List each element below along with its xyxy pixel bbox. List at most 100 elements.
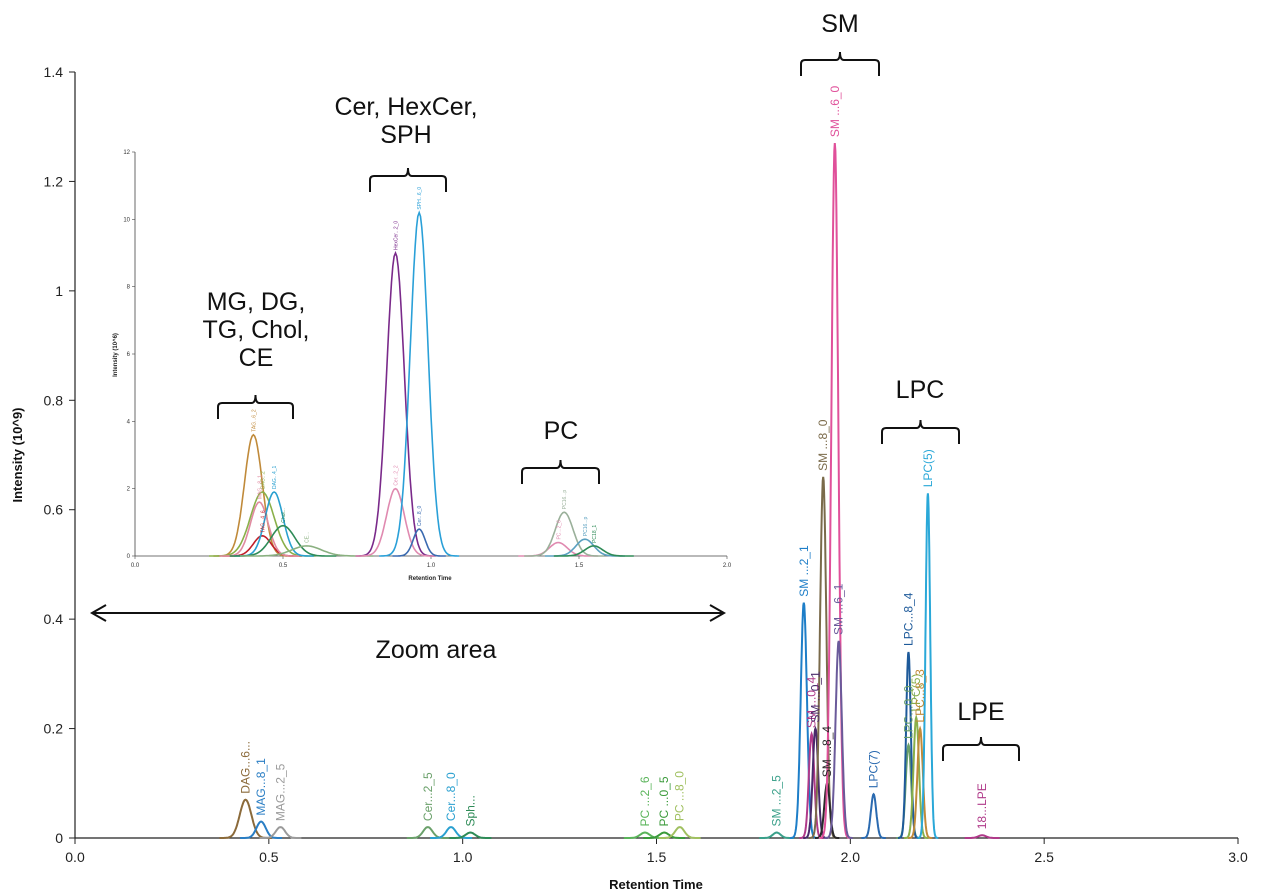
peak-curve [824, 640, 853, 839]
inset-axes: 0.0 0.5 1.0 1.5 2.0 0 2 4 6 8 10 12 [123, 150, 732, 569]
peak-label: SM ...2_5 [770, 775, 784, 827]
inset-peak-label: DAG...2 [260, 471, 266, 489]
inset-x-tick-label: 1.5 [575, 563, 584, 569]
inset-peak-curve [355, 250, 436, 557]
peak-label: SM ...6_1 [832, 583, 846, 635]
peak-curve [759, 831, 795, 839]
inset-x-tick-label: 0.0 [131, 563, 140, 569]
peak-label: SM ...0_1 [808, 671, 822, 723]
group-label: PC [544, 417, 579, 445]
inset-x-tick-label: 1.0 [427, 563, 436, 569]
group-brace [217, 394, 294, 419]
peak-label: PC ...0_5 [657, 776, 671, 826]
x-tick-label: 1.0 [453, 849, 473, 865]
group-brace [369, 167, 447, 192]
peak-label: SM ...0_4 [805, 676, 819, 728]
peak-curve [907, 725, 933, 839]
peak-label: LPC...0_0 [901, 685, 915, 739]
peak-curve [643, 831, 686, 839]
y-tick-label: 0.2 [44, 721, 64, 737]
y-tick-label: 1.2 [44, 173, 64, 189]
inset-curves [209, 210, 634, 557]
peak-label: DAG...6... [239, 741, 253, 794]
inset-peak-label: Chol... [281, 508, 287, 522]
inset-peak-label: HexCer...2_0 [393, 221, 399, 250]
inset-y-tick-label: 10 [123, 217, 130, 223]
peak-label: LPC...8_4 [901, 592, 915, 646]
inset-y-tick-label: 4 [127, 419, 131, 425]
inset-peak-label: MAG...8_1 [257, 475, 263, 499]
inset-peak-label: PC16...p [583, 516, 589, 536]
inset-y-tick-label: 2 [127, 487, 131, 493]
x-tick-label: 1.5 [647, 849, 667, 865]
group-brace [800, 51, 880, 76]
inset-y-tick-label: 6 [127, 352, 131, 358]
group-label: MG, DG, TG, Chol, CE [203, 288, 310, 372]
main-curves [219, 143, 1000, 839]
zoom-arrow-right-head [709, 604, 727, 622]
x-tick-label: 0.0 [65, 849, 85, 865]
peak-curve [898, 651, 919, 839]
main-peak-labels: DAG...6... MAG...8_1 MAG...2_5 Cer...2_5 Cer… [239, 85, 990, 829]
x-tick-label: 2.0 [841, 849, 861, 865]
inset-peak-curve [355, 487, 436, 557]
peak-curve [818, 143, 851, 839]
inset-peak-curve [524, 511, 605, 557]
inset-x-tick-label: 0.5 [279, 563, 288, 569]
peak-curve [904, 713, 929, 839]
inset-peak-label: CE... [305, 532, 311, 543]
peak-label: Cer...2_5 [421, 772, 435, 821]
y-tick-label: 0.6 [44, 502, 64, 518]
group-brace [942, 736, 1020, 761]
inset-peak-label: PC16...p [562, 490, 568, 510]
y-tick-label: 0 [55, 830, 63, 846]
peak-curve [259, 826, 302, 839]
peak-curve [406, 826, 449, 839]
x-tick-label: 0.5 [259, 849, 279, 865]
y-tick-label: 0.8 [44, 392, 64, 408]
inset-peak-label: TAG...4_6 [260, 510, 266, 533]
inset-peak-label: SPH...6_0 [417, 187, 423, 210]
peak-label: PC ...2_6 [638, 776, 652, 826]
peak-label: LPC(5) [909, 674, 923, 712]
inset-peak-label: TAG...6_2 [251, 409, 257, 432]
inset-peak-label: DAG...4_1 [272, 465, 278, 489]
peak-label: SM ...6_0 [828, 85, 842, 137]
inset-y-axis-title: Intensity (10^6) [113, 333, 119, 377]
peak-curve [917, 493, 939, 839]
inset-y-tick-label: 12 [123, 150, 130, 156]
group-label: LPE [957, 698, 1004, 726]
peak-label: LPC...8_3 [913, 669, 927, 723]
group-annotations: SM LPC LPE Cer, HexCer, SPH MG, DG, TG, Chol, C… [89, 10, 1020, 761]
x-tick-label: 2.5 [1034, 849, 1054, 865]
group-label: SM [821, 10, 859, 38]
peak-label: SM ...8_4 [820, 726, 834, 778]
peak-label: 18...LPE [975, 783, 989, 829]
peak-curve [964, 834, 1000, 839]
peak-curve [658, 826, 701, 839]
y-tick-label: 0.4 [44, 611, 64, 627]
y-axis-title: Intensity (10^9) [10, 407, 25, 502]
peak-curve [861, 792, 886, 839]
peak-label: SM ...2_1 [797, 545, 811, 597]
peak-label: MAG...8_1 [254, 758, 268, 816]
group-brace [881, 419, 960, 444]
y-tick-label: 1 [55, 283, 63, 299]
peak-label: PC ...8_0 [673, 771, 687, 821]
peak-label: MAG...2_5 [273, 763, 287, 821]
peak-label: LPC(7) [867, 750, 881, 788]
zoom-arrow-left-head [89, 604, 107, 622]
inset-peak-label: PC18_1 [592, 525, 598, 543]
group-label: Cer, HexCer, SPH [334, 93, 477, 149]
x-tick-label: 3.0 [1228, 849, 1248, 865]
inset-peak-label: Cer...2_2 [393, 465, 399, 486]
y-tick-label: 1.4 [44, 64, 64, 80]
inset-y-tick-label: 8 [127, 285, 131, 291]
peak-curve [430, 826, 472, 839]
group-brace [521, 459, 600, 484]
inset-peak-label: PC...2_6 [556, 520, 562, 540]
peak-curve [240, 820, 282, 839]
